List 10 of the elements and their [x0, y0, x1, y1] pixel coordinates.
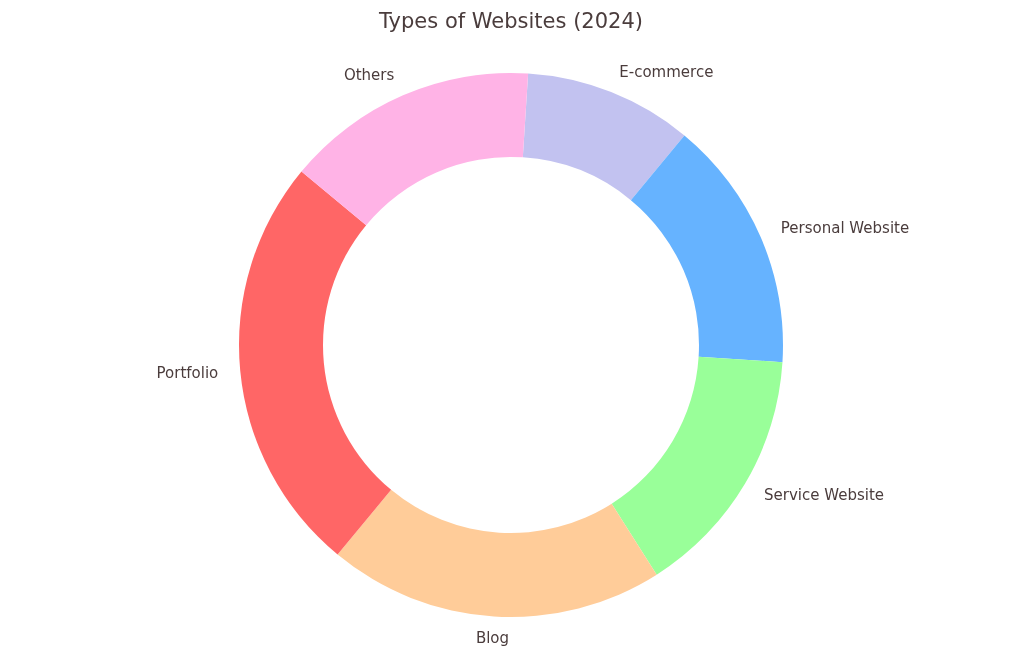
slice-label: Personal Website — [780, 219, 910, 238]
donut-slice — [630, 135, 783, 363]
donut-slice — [239, 171, 392, 555]
slice-label: Service Website — [764, 485, 885, 504]
slice-label: Blog — [475, 629, 510, 648]
slice-label: Portfolio — [156, 363, 219, 382]
slice-label: E-commerce — [619, 62, 714, 81]
slice-label: Others — [343, 66, 395, 85]
chart-title: Types of Websites (2024) — [378, 9, 643, 33]
donut-slice — [337, 489, 657, 617]
